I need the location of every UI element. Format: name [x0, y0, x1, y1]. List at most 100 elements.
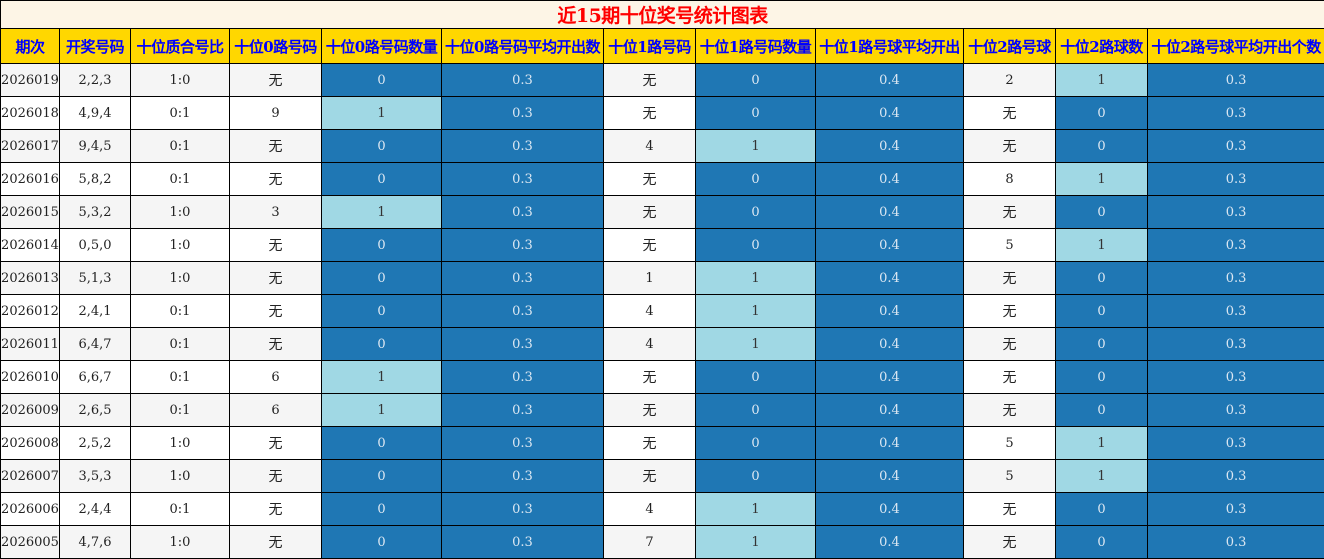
cell-route1-count: 0: [695, 228, 816, 262]
cell-draw-numbers: 6,6,7: [59, 360, 131, 394]
cell-period: 2026009: [0, 393, 60, 427]
cell-draw-numbers: 2,5,2: [59, 426, 131, 460]
cell-route0-count: 1: [321, 96, 442, 130]
cell-route2-average: 0.3: [1146, 63, 1324, 97]
cell-prime-composite-ratio: 1:0: [130, 261, 230, 295]
cell-route2-average: 0.3: [1146, 492, 1324, 526]
cell-route0-count: 1: [321, 195, 442, 229]
cell-period: 2026017: [0, 129, 60, 163]
cell-draw-numbers: 3,5,3: [59, 459, 131, 493]
cell-draw-numbers: 5,8,2: [59, 162, 131, 196]
header-route1-count: 十位1路号码数量: [695, 28, 816, 64]
table-row: 2026011 6,4,7 0:1 无 0 0.3 4 1 0.4 无 0 0.3: [0, 327, 1324, 361]
cell-prime-composite-ratio: 0:1: [130, 360, 230, 394]
cell-draw-numbers: 4,9,4: [59, 96, 131, 130]
cell-route1-count: 0: [695, 162, 816, 196]
cell-route0-average: 0.3: [441, 228, 604, 262]
cell-route1-average: 0.4: [815, 459, 964, 493]
cell-route0-number: 无: [229, 228, 322, 262]
cell-route2-count: 0: [1055, 327, 1148, 361]
cell-period: 2026012: [0, 294, 60, 328]
cell-prime-composite-ratio: 0:1: [130, 129, 230, 163]
header-route1-number: 十位1路号码: [603, 28, 696, 64]
cell-route2-number: 5: [963, 459, 1056, 493]
header-period: 期次: [0, 28, 60, 64]
cell-route1-number: 无: [603, 162, 696, 196]
header-route0-number: 十位0路号码: [229, 28, 322, 64]
cell-route2-count: 0: [1055, 294, 1148, 328]
cell-route1-count: 1: [695, 294, 816, 328]
cell-route2-number: 2: [963, 63, 1056, 97]
header-route2-number: 十位2路号球: [963, 28, 1056, 64]
cell-period: 2026018: [0, 96, 60, 130]
cell-route0-average: 0.3: [441, 195, 604, 229]
cell-route1-number: 7: [603, 525, 696, 559]
cell-prime-composite-ratio: 1:0: [130, 459, 230, 493]
cell-route0-number: 无: [229, 459, 322, 493]
cell-route1-count: 0: [695, 426, 816, 460]
cell-route1-average: 0.4: [815, 327, 964, 361]
cell-route0-count: 0: [321, 294, 442, 328]
cell-prime-composite-ratio: 1:0: [130, 426, 230, 460]
cell-period: 2026010: [0, 360, 60, 394]
cell-route2-average: 0.3: [1146, 129, 1324, 163]
cell-route2-number: 无: [963, 360, 1056, 394]
cell-route1-count: 0: [695, 459, 816, 493]
cell-route2-count: 0: [1055, 261, 1148, 295]
cell-route2-count: 0: [1055, 195, 1148, 229]
cell-route2-number: 5: [963, 228, 1056, 262]
cell-route0-average: 0.3: [441, 525, 604, 559]
cell-route1-count: 0: [695, 360, 816, 394]
table-row: 2026018 4,9,4 0:1 9 1 0.3 无 0 0.4 无 0 0.3: [0, 96, 1324, 130]
header-route1-average: 十位1路号球平均开出: [815, 28, 964, 64]
cell-route0-number: 无: [229, 63, 322, 97]
cell-route2-count: 1: [1055, 426, 1148, 460]
header-route2-count: 十位2路球数: [1055, 28, 1148, 64]
table-row: 2026019 2,2,3 1:0 无 0 0.3 无 0 0.4 2 1 0.3: [0, 63, 1324, 97]
table-row: 2026009 2,6,5 0:1 6 1 0.3 无 0 0.4 无 0 0.3: [0, 393, 1324, 427]
cell-route1-number: 无: [603, 360, 696, 394]
cell-route2-number: 无: [963, 129, 1056, 163]
cell-route2-average: 0.3: [1146, 525, 1324, 559]
cell-period: 2026005: [0, 525, 60, 559]
cell-route2-count: 0: [1055, 96, 1148, 130]
cell-route2-average: 0.3: [1146, 327, 1324, 361]
cell-route0-number: 无: [229, 129, 322, 163]
cell-route1-number: 无: [603, 459, 696, 493]
cell-route2-average: 0.3: [1146, 261, 1324, 295]
cell-prime-composite-ratio: 1:0: [130, 63, 230, 97]
cell-route1-number: 无: [603, 228, 696, 262]
cell-prime-composite-ratio: 0:1: [130, 96, 230, 130]
cell-route2-count: 1: [1055, 162, 1148, 196]
cell-prime-composite-ratio: 0:1: [130, 327, 230, 361]
cell-route1-average: 0.4: [815, 129, 964, 163]
cell-route0-number: 无: [229, 525, 322, 559]
cell-route0-number: 无: [229, 426, 322, 460]
cell-route1-average: 0.4: [815, 426, 964, 460]
cell-draw-numbers: 2,2,3: [59, 63, 131, 97]
cell-route2-number: 无: [963, 492, 1056, 526]
cell-route1-count: 1: [695, 129, 816, 163]
cell-route0-count: 0: [321, 129, 442, 163]
cell-route1-count: 1: [695, 492, 816, 526]
cell-draw-numbers: 0,5,0: [59, 228, 131, 262]
cell-route2-count: 0: [1055, 393, 1148, 427]
cell-route1-number: 4: [603, 294, 696, 328]
cell-prime-composite-ratio: 0:1: [130, 294, 230, 328]
cell-route0-count: 0: [321, 261, 442, 295]
cell-route0-number: 6: [229, 360, 322, 394]
table-row: 2026006 2,4,4 0:1 无 0 0.3 4 1 0.4 无 0 0.3: [0, 492, 1324, 526]
table-row: 2026015 5,3,2 1:0 3 1 0.3 无 0 0.4 无 0 0.3: [0, 195, 1324, 229]
cell-route1-average: 0.4: [815, 195, 964, 229]
cell-route1-average: 0.4: [815, 228, 964, 262]
cell-route1-number: 1: [603, 261, 696, 295]
cell-period: 2026019: [0, 63, 60, 97]
header-route0-average: 十位0路号码平均开出数: [441, 28, 604, 64]
cell-route2-average: 0.3: [1146, 228, 1324, 262]
table-row: 2026014 0,5,0 1:0 无 0 0.3 无 0 0.4 5 1 0.3: [0, 228, 1324, 262]
cell-route1-number: 4: [603, 129, 696, 163]
cell-route2-number: 无: [963, 96, 1056, 130]
cell-route1-count: 1: [695, 525, 816, 559]
cell-route2-average: 0.3: [1146, 459, 1324, 493]
